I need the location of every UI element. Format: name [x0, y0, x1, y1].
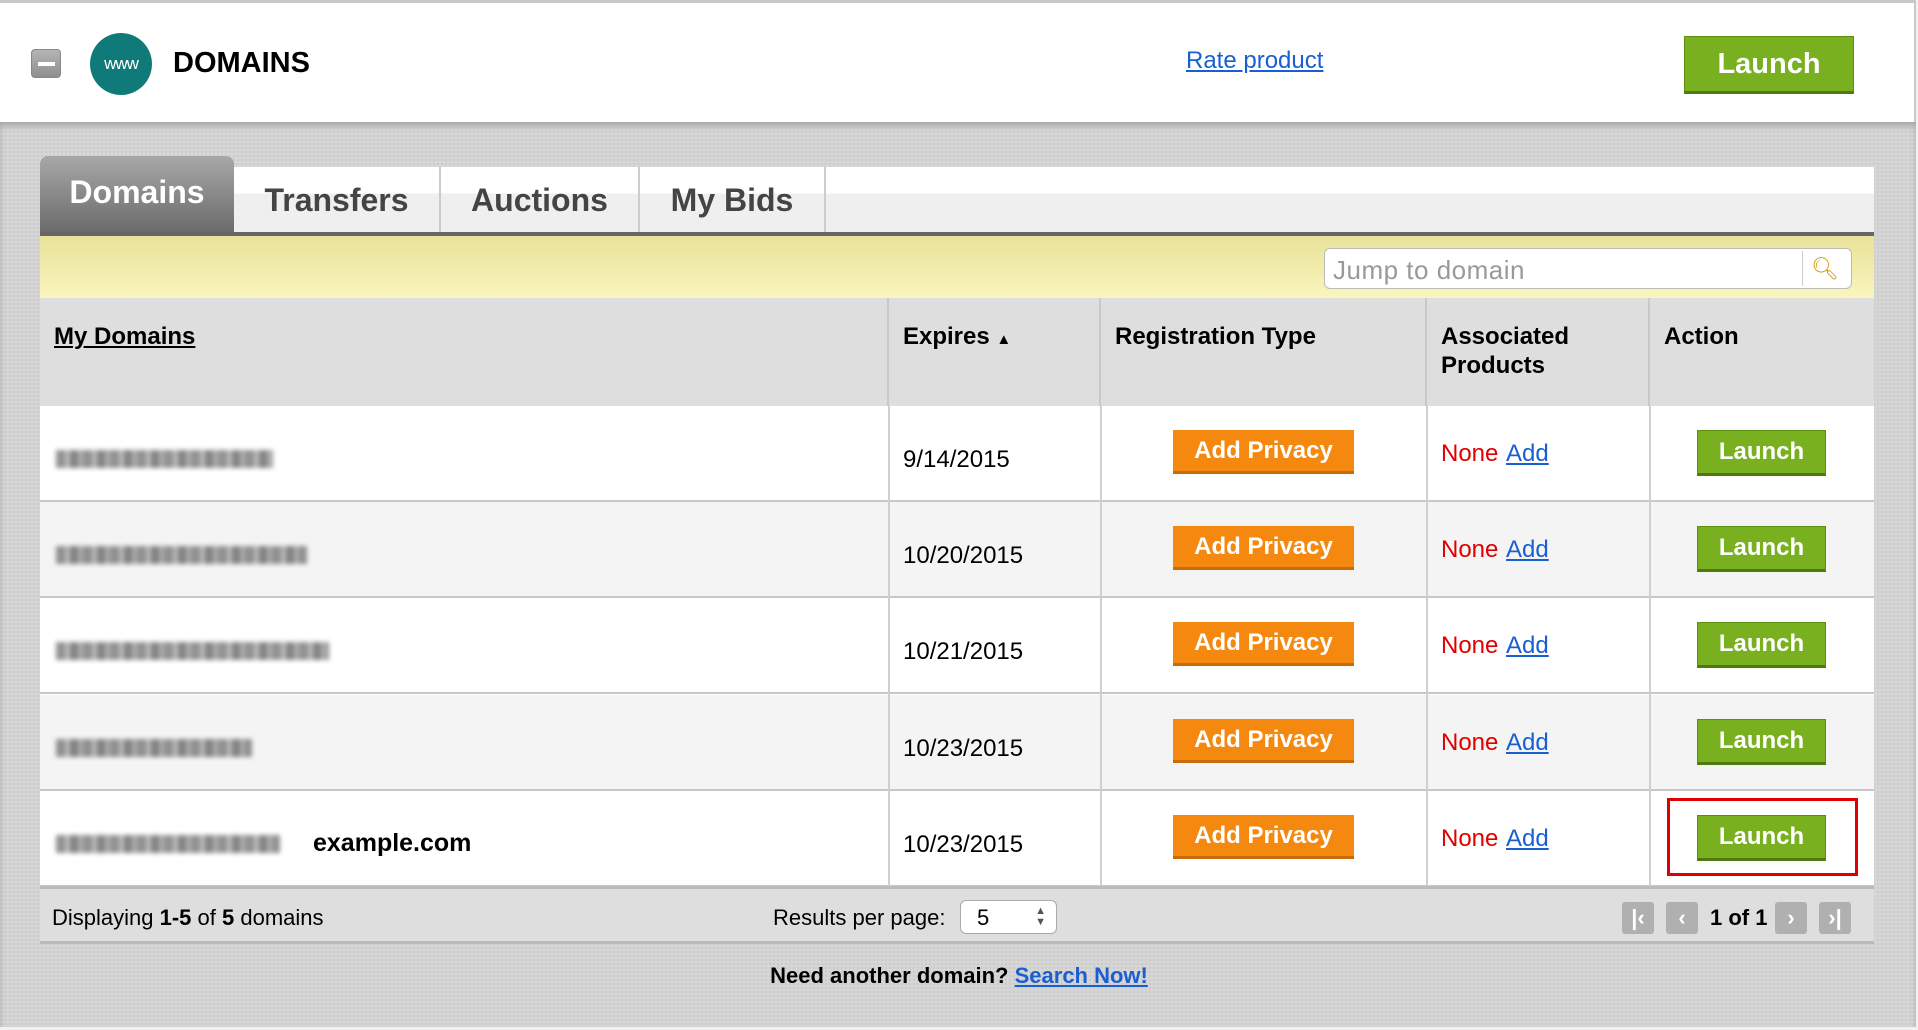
- expires-date: 10/23/2015: [903, 735, 1024, 762]
- launch-row-button[interactable]: Launch: [1697, 526, 1826, 572]
- expires-date: 10/23/2015: [903, 831, 1024, 858]
- search-now-link[interactable]: Search Now!: [1014, 963, 1148, 988]
- redacted-domain: [56, 546, 307, 564]
- add-product-link[interactable]: Add: [1506, 632, 1549, 659]
- add-privacy-button[interactable]: Add Privacy: [1173, 526, 1354, 570]
- add-product-link[interactable]: Add: [1506, 440, 1549, 467]
- prev-page-icon[interactable]: ‹: [1666, 902, 1698, 934]
- column-header-expires[interactable]: Expires ▲: [889, 298, 1101, 406]
- rate-product-link[interactable]: Rate product: [1186, 47, 1324, 74]
- highlight-box: [1667, 798, 1858, 876]
- add-privacy-button[interactable]: Add Privacy: [1173, 622, 1354, 666]
- first-page-icon[interactable]: |‹: [1622, 902, 1654, 934]
- table-row: [40, 406, 1874, 502]
- tab-domains[interactable]: Domains: [40, 156, 234, 233]
- launch-row-button[interactable]: Launch: [1697, 815, 1826, 861]
- column-header-action: Action: [1650, 298, 1874, 406]
- column-divider: [1649, 406, 1651, 886]
- add-privacy-button[interactable]: Add Privacy: [1173, 815, 1354, 859]
- table-row: [40, 695, 1874, 791]
- redacted-domain: [56, 450, 273, 468]
- search-icon[interactable]: 🔍︎: [1802, 251, 1847, 286]
- domain-label[interactable]: example.com: [313, 829, 472, 857]
- add-privacy-button[interactable]: Add Privacy: [1173, 430, 1354, 474]
- need-another-domain: Need another domain? Search Now!: [770, 963, 1148, 988]
- tab-bar: [826, 167, 1874, 233]
- my-domains-sort-link[interactable]: My Domains: [54, 323, 196, 350]
- sort-ascending-icon: ▲: [996, 331, 1012, 348]
- header-bar: [0, 0, 1916, 122]
- page-title: DOMAINS: [173, 47, 310, 79]
- redacted-domain: [56, 835, 280, 853]
- displaying-count: Displaying 1-5 of 5 domains: [52, 905, 324, 930]
- launch-row-button[interactable]: Launch: [1697, 622, 1826, 668]
- results-per-page-label: Results per page:: [773, 905, 946, 930]
- table-footer: [40, 886, 1874, 944]
- tab-auctions[interactable]: Auctions: [441, 167, 640, 233]
- column-header-associated-products: Associated Products: [1427, 298, 1650, 406]
- launch-row-button[interactable]: Launch: [1697, 430, 1826, 476]
- redacted-domain: [56, 739, 252, 757]
- add-product-link[interactable]: Add: [1506, 825, 1549, 852]
- tab-my-bids[interactable]: My Bids: [640, 167, 826, 233]
- products-none: None: [1441, 729, 1499, 756]
- jump-to-domain-input[interactable]: Jump to domain: [1324, 248, 1852, 289]
- expires-date: 10/20/2015: [903, 542, 1024, 569]
- tab-transfers[interactable]: Transfers: [234, 167, 441, 233]
- products-none: None: [1441, 825, 1499, 852]
- expires-date: 10/21/2015: [903, 638, 1024, 665]
- launch-button[interactable]: Launch: [1684, 36, 1854, 94]
- tab-divider: [40, 232, 1874, 236]
- redacted-domain: [56, 642, 329, 660]
- add-product-link[interactable]: Add: [1506, 729, 1549, 756]
- column-header-my-domains[interactable]: My Domains: [40, 298, 889, 406]
- column-header-registration-type: Registration Type: [1101, 298, 1427, 406]
- column-divider: [1426, 406, 1428, 886]
- expires-label: Expires: [903, 323, 990, 350]
- add-product-link[interactable]: Add: [1506, 536, 1549, 563]
- add-privacy-button[interactable]: Add Privacy: [1173, 719, 1354, 763]
- column-divider: [1100, 406, 1102, 886]
- www-logo-icon: www: [90, 33, 152, 95]
- expires-date: 9/14/2015: [903, 446, 1010, 473]
- results-per-page-select[interactable]: 5 ▲ ▼: [960, 900, 1057, 934]
- products-none: None: [1441, 536, 1499, 563]
- select-arrows-icon: ▲ ▼: [1035, 905, 1046, 928]
- page-info: 1 of 1: [1710, 905, 1768, 930]
- next-page-icon[interactable]: ›: [1775, 902, 1807, 934]
- table-row: [40, 502, 1874, 598]
- products-none: None: [1441, 632, 1499, 659]
- launch-row-button[interactable]: Launch: [1697, 719, 1826, 765]
- collapse-icon[interactable]: [31, 49, 61, 78]
- last-page-icon[interactable]: ›|: [1819, 902, 1851, 934]
- table-row: [40, 598, 1874, 694]
- column-divider: [888, 406, 890, 886]
- products-none: None: [1441, 440, 1499, 467]
